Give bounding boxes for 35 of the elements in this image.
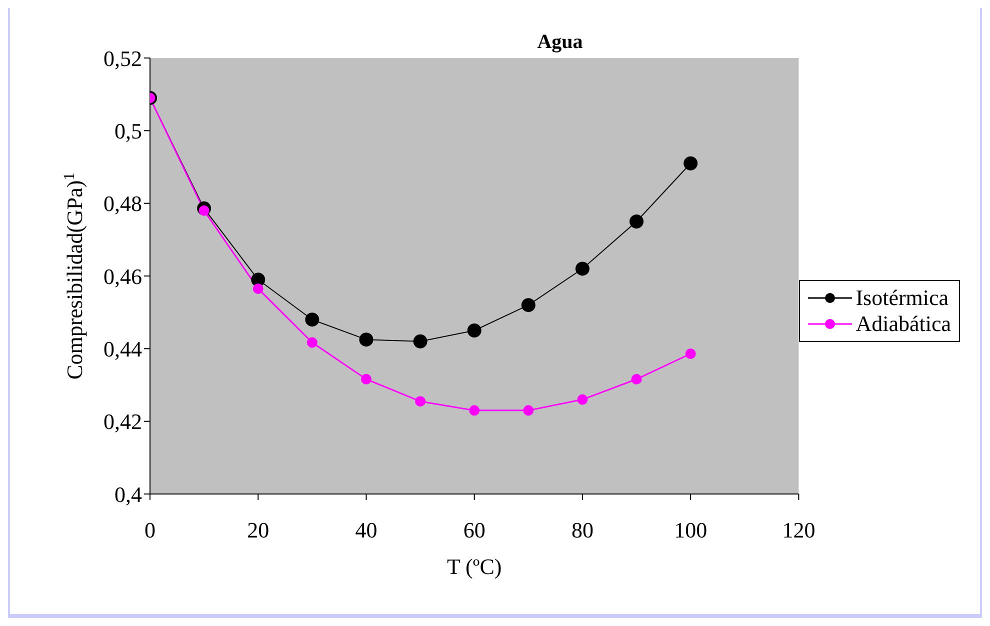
y-tick-label: 0,4 — [114, 482, 142, 507]
point — [684, 156, 698, 170]
point — [413, 334, 428, 348]
point — [305, 312, 320, 327]
x-tick-label: 20 — [247, 518, 270, 543]
point — [521, 298, 536, 312]
point — [252, 283, 264, 294]
point — [467, 324, 482, 338]
x-tick-label: 100 — [674, 518, 708, 543]
point — [306, 337, 318, 348]
point — [359, 332, 374, 347]
x-tick-label: 120 — [782, 518, 816, 543]
point — [523, 405, 534, 416]
x-tick-label: 0 — [144, 518, 156, 543]
point — [575, 262, 590, 276]
point — [469, 405, 480, 416]
point — [685, 348, 696, 360]
point — [630, 214, 644, 228]
x-tick-label: 60 — [463, 518, 486, 543]
y-tick-label: 0,42 — [104, 409, 142, 434]
y-tick-label: 0,48 — [104, 191, 142, 216]
y-tick-label: 0,44 — [104, 336, 142, 362]
y-tick-label: 0,5 — [114, 118, 142, 144]
legend-label: Adiabática — [856, 311, 951, 337]
y-tick-label: 0,52 — [104, 46, 142, 71]
point — [415, 396, 426, 407]
chart-title: Agua — [537, 31, 583, 53]
point — [631, 374, 642, 384]
point — [577, 394, 588, 405]
x-tick-label: 40 — [355, 518, 378, 543]
point — [360, 374, 372, 384]
x-axis-title: T (ºC) — [447, 554, 502, 579]
x-tick-label: 80 — [571, 518, 594, 543]
legend-label: Isotérmica — [856, 285, 949, 311]
y-tick-label: 0,46 — [104, 264, 142, 289]
